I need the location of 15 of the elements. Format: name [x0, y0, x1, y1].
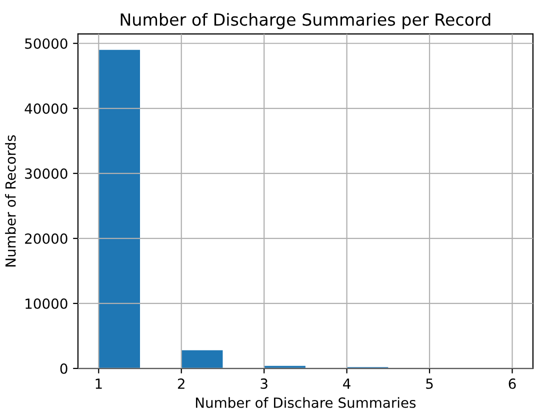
x-tick-label: 5 [426, 378, 433, 389]
x-tick-label: 2 [178, 378, 184, 389]
y-tick-label: 10000 [26, 298, 68, 309]
y-tick-label: 30000 [25, 168, 68, 179]
y-axis-title: Number of Records [5, 135, 16, 266]
y-tick-label: 0 [60, 363, 68, 374]
x-tick-label: 1 [96, 378, 102, 389]
y-tick-label: 20000 [25, 233, 68, 244]
x-tick-label: 6 [508, 378, 516, 389]
chart-title: Number of Discharge Summaries per Record [120, 12, 490, 30]
y-tick-label: 50000 [25, 38, 68, 49]
x-tick-label: 3 [260, 378, 268, 389]
x-tick-label: 4 [343, 378, 350, 389]
y-tick-label: 40000 [24, 103, 68, 114]
x-axis-title: Number of Dischare Summaries [196, 397, 416, 408]
